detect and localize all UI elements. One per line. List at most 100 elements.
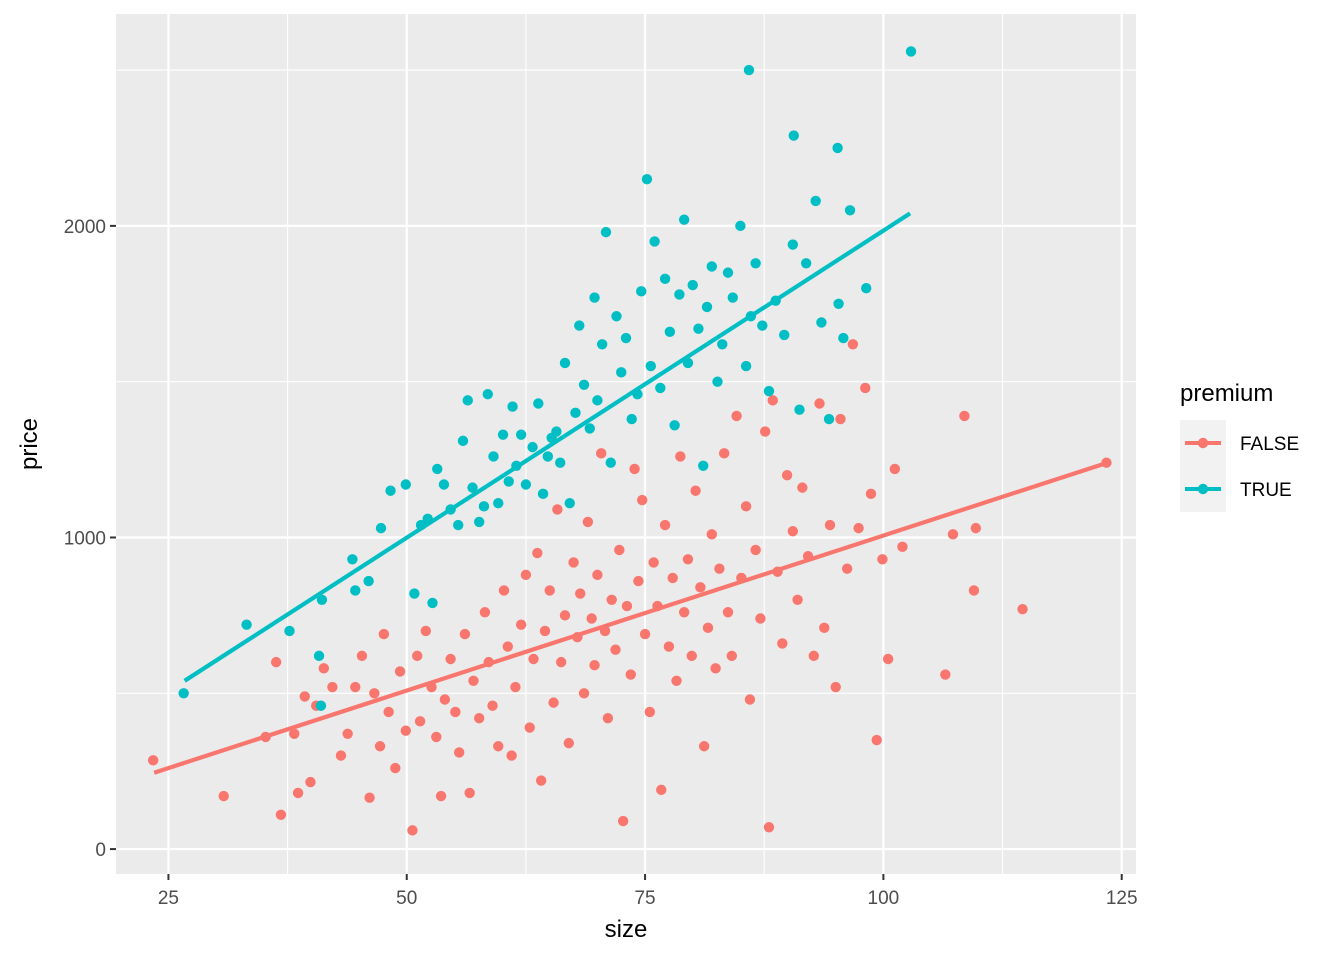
data-point xyxy=(816,317,827,328)
data-point xyxy=(347,554,358,565)
data-point xyxy=(592,395,603,406)
legend-label-true: TRUE xyxy=(1240,480,1292,501)
data-point xyxy=(777,638,788,649)
data-point xyxy=(383,706,394,718)
data-point xyxy=(487,700,498,711)
data-point xyxy=(327,681,338,693)
data-point xyxy=(453,747,465,758)
data-point xyxy=(435,790,447,802)
data-point xyxy=(527,441,538,453)
data-point xyxy=(847,339,859,350)
data-point xyxy=(533,398,544,409)
data-point xyxy=(467,482,478,493)
x-axis: 25 50 75 100 125 xyxy=(158,874,1138,909)
data-point xyxy=(284,625,295,637)
data-point xyxy=(350,585,361,596)
data-point xyxy=(695,582,706,593)
data-point xyxy=(524,722,535,733)
data-point xyxy=(763,385,775,397)
trend-lines xyxy=(153,211,1109,775)
data-point xyxy=(400,479,411,490)
data-point xyxy=(750,544,761,556)
data-point xyxy=(740,360,752,372)
y-axis-title: price xyxy=(16,418,43,470)
data-point xyxy=(596,339,608,350)
data-point xyxy=(968,585,980,596)
data-point xyxy=(698,741,710,752)
data-point xyxy=(947,529,959,540)
data-point xyxy=(369,688,380,699)
data-point xyxy=(610,644,621,655)
trend-line-true xyxy=(183,211,912,683)
data-point xyxy=(690,485,701,496)
data-point xyxy=(861,283,872,294)
data-point xyxy=(860,382,871,394)
data-point xyxy=(559,610,571,621)
data-point xyxy=(506,750,517,761)
data-point xyxy=(674,289,685,300)
data-point xyxy=(575,588,586,599)
data-point xyxy=(823,413,835,425)
data-point xyxy=(462,395,473,406)
data-point xyxy=(498,585,510,596)
data-point xyxy=(515,429,527,440)
legend: premium FALSE TRUE xyxy=(1180,380,1299,512)
data-point xyxy=(270,656,282,668)
data-point xyxy=(788,130,799,141)
data-point xyxy=(832,142,843,154)
data-point xyxy=(584,423,595,434)
data-point xyxy=(453,519,464,531)
x-tick-label: 25 xyxy=(158,888,179,909)
y-tick-label: 2000 xyxy=(64,217,106,238)
data-point xyxy=(648,557,659,568)
data-point xyxy=(241,619,252,630)
data-point xyxy=(889,463,901,475)
data-point xyxy=(718,448,730,459)
data-point xyxy=(970,522,982,534)
y-tick-label: 0 xyxy=(95,840,106,861)
legend-keys: FALSE TRUE xyxy=(1180,420,1299,512)
data-point xyxy=(722,607,734,618)
trend-line-false xyxy=(153,460,1109,775)
data-point xyxy=(520,479,532,490)
data-point xyxy=(147,755,159,766)
data-point xyxy=(497,429,509,440)
data-point xyxy=(520,569,532,581)
data-point xyxy=(740,501,752,512)
data-point xyxy=(605,457,616,468)
data-point xyxy=(714,563,725,574)
data-point xyxy=(507,401,518,412)
data-point xyxy=(659,519,671,531)
data-point xyxy=(663,641,675,652)
data-point xyxy=(621,600,633,612)
data-point xyxy=(493,741,504,752)
data-point xyxy=(592,569,603,581)
data-point xyxy=(555,656,567,668)
data-point xyxy=(787,239,799,250)
data-point xyxy=(787,526,799,537)
data-point xyxy=(611,311,622,322)
data-point xyxy=(865,488,877,500)
data-point xyxy=(532,547,543,559)
data-point xyxy=(649,236,660,247)
x-tick-label: 100 xyxy=(868,888,900,909)
data-point xyxy=(687,279,698,291)
data-point xyxy=(1017,603,1028,615)
data-point xyxy=(537,488,549,500)
data-point xyxy=(473,713,485,724)
data-point xyxy=(712,376,723,387)
data-point xyxy=(468,675,479,687)
data-point xyxy=(656,784,667,796)
data-point xyxy=(824,519,836,531)
data-point xyxy=(414,716,426,727)
data-point xyxy=(639,628,651,640)
data-point xyxy=(578,379,590,390)
data-point xyxy=(394,666,406,677)
data-point xyxy=(835,413,846,425)
data-point xyxy=(586,613,597,624)
data-point xyxy=(877,554,888,565)
data-point xyxy=(853,522,864,534)
data-point xyxy=(218,790,229,802)
data-point xyxy=(814,398,825,409)
